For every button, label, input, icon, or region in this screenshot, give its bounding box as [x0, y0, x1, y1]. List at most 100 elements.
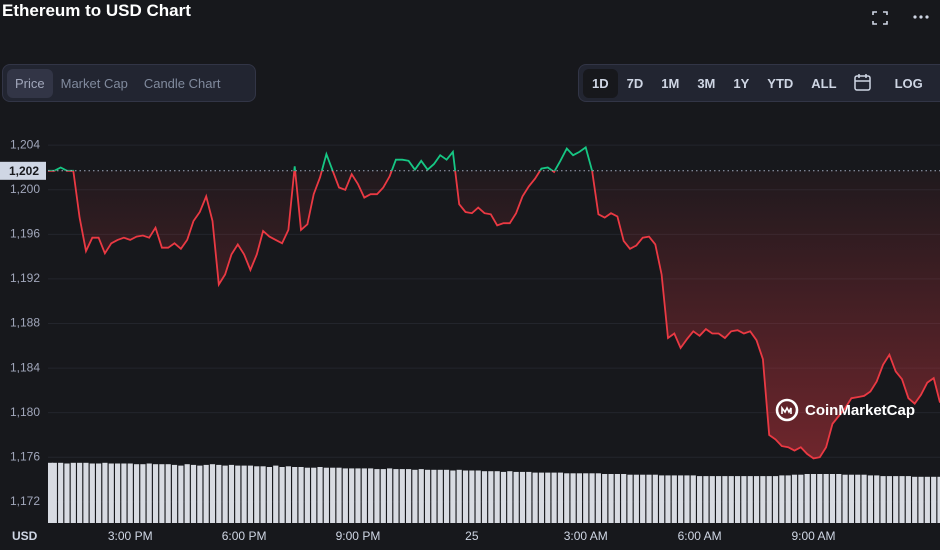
range-tab[interactable]: ALL [811, 75, 837, 91]
volume-bar [640, 474, 646, 523]
volume-bar [848, 474, 855, 523]
x-tick-label: 9:00 AM [791, 529, 835, 543]
volume-bar [880, 476, 886, 523]
volume-bar [494, 471, 500, 523]
volume-bar [216, 464, 222, 523]
volume-bar [399, 469, 405, 523]
volume-bar [462, 470, 469, 523]
volume-bar [855, 474, 861, 523]
volume-bar [785, 475, 791, 523]
chart-type-tab[interactable]: Candle Chart [143, 75, 221, 91]
fullscreen-icon[interactable] [871, 10, 889, 26]
volume-bar [58, 462, 64, 523]
chart-type-tab[interactable]: Price [7, 68, 53, 98]
volume-bar [190, 464, 197, 523]
volume-bar [557, 472, 564, 523]
volume-bar [279, 467, 285, 523]
volume-bar [899, 476, 905, 523]
volume-bar [519, 471, 526, 523]
volume-bar [108, 463, 114, 523]
volume-bar [703, 476, 709, 523]
volume-bar [412, 469, 418, 523]
volume-bar [918, 476, 924, 523]
calendar-icon[interactable] [846, 74, 880, 92]
range-tab[interactable]: YTD [767, 75, 794, 91]
reference-label-box [0, 161, 46, 180]
volume-bar [83, 462, 89, 523]
volume-bar [228, 464, 235, 523]
volume-bar [437, 469, 443, 523]
volume-bar [678, 475, 684, 523]
range-tabs: 1D 7D 1M 3M 1Y YTD ALL LOG [578, 64, 940, 102]
volume-bar [387, 468, 393, 523]
y-axis-label: USD [12, 529, 38, 543]
volume-bar [823, 474, 829, 523]
volume-bar [146, 463, 152, 523]
volume-bar [741, 476, 747, 523]
volume-bar [380, 469, 386, 523]
volume-bar [368, 468, 374, 523]
volume-bar [342, 468, 348, 523]
y-tick-label: 1,188 [10, 316, 40, 330]
volume-bar [614, 474, 620, 523]
y-tick-label: 1,204 [10, 137, 40, 151]
volume-bar [317, 467, 323, 523]
volume-bar [247, 465, 254, 523]
volume-bar [311, 467, 317, 523]
volume-bar [424, 469, 431, 523]
volume-bar [817, 474, 823, 523]
chart-type-tab[interactable]: Market Cap [60, 75, 128, 91]
volume-bar [861, 474, 867, 523]
volume-bar [595, 473, 601, 523]
volume-bar [121, 463, 127, 523]
volume-bar [393, 469, 399, 523]
volume-bar [96, 463, 102, 523]
more-icon[interactable] [912, 12, 930, 22]
log-toggle[interactable]: LOG [894, 75, 923, 91]
range-tab[interactable]: 3M [697, 75, 716, 91]
watermark-text: CoinMarketCap [805, 402, 915, 419]
volume-bar [589, 473, 595, 523]
range-tab[interactable]: 1M [661, 75, 680, 91]
volume-bar [570, 473, 576, 523]
x-tick-label: 6:00 PM [222, 529, 267, 543]
volume-bar [330, 467, 336, 523]
volume-bar [197, 465, 203, 523]
volume-bar [152, 464, 159, 523]
volume-bar [734, 476, 741, 523]
volume-bar [937, 476, 940, 523]
y-tick-label: 1,200 [10, 182, 40, 196]
volume-bar [475, 470, 481, 523]
volume-bar [886, 476, 892, 523]
range-tab[interactable]: 7D [626, 75, 644, 91]
volume-bar [798, 474, 804, 523]
y-tick-label: 1,184 [10, 360, 40, 374]
volume-bar [671, 475, 677, 523]
volume-bar [222, 465, 228, 523]
volume-bar [753, 476, 760, 523]
volume-bar [209, 464, 216, 523]
volume-bar [836, 474, 842, 523]
volume-bar [456, 469, 462, 523]
volume-bar [874, 475, 880, 523]
volume-bar [627, 474, 633, 523]
volume-bar [89, 463, 95, 523]
volume-bar [659, 475, 665, 523]
volume-bar [349, 468, 355, 523]
range-tab[interactable]: 1Y [733, 75, 750, 91]
volume-bar [292, 467, 298, 523]
volume-bar [684, 475, 690, 523]
y-tick-label: 1,192 [10, 271, 40, 285]
volume-bar [70, 462, 76, 523]
y-tick-label: 1,172 [10, 494, 40, 508]
volume-bar [114, 463, 121, 523]
volume-bar [551, 472, 557, 523]
volume-bar [931, 476, 937, 523]
range-tab[interactable]: 1D [583, 68, 618, 98]
volume-bar [374, 469, 380, 523]
volume-bar [254, 466, 260, 523]
volume-bar [260, 466, 266, 523]
volume-bar [709, 476, 715, 523]
volume-bar [912, 476, 918, 523]
